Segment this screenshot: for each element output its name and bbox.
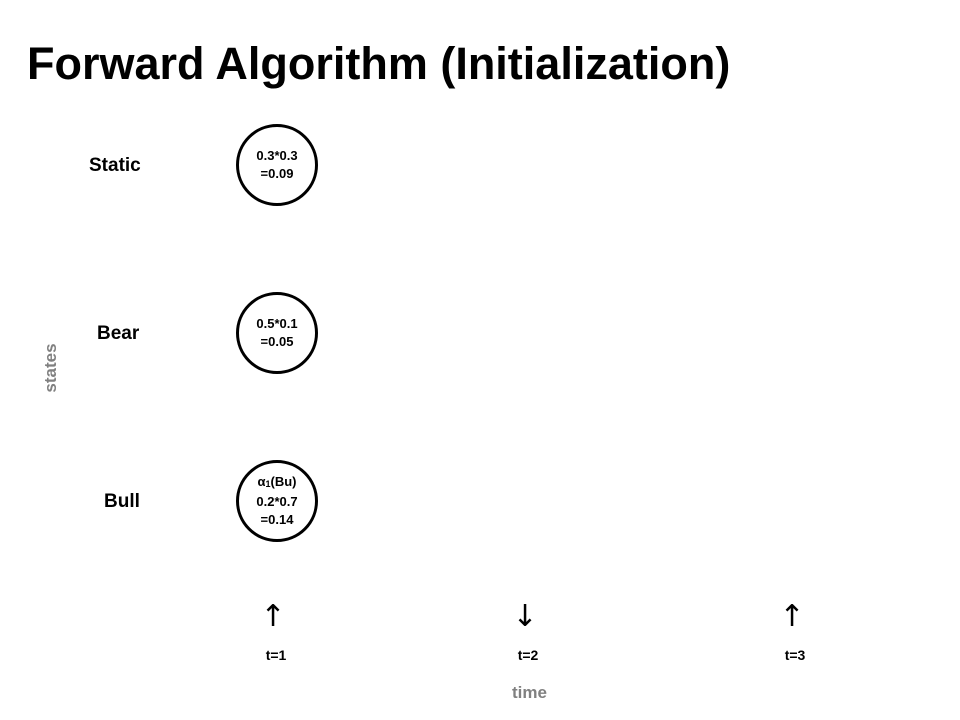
arrow-t2-down-icon: ↓	[512, 599, 538, 634]
state-label-bear: Bear	[97, 323, 140, 344]
slide-title: Forward Algorithm (Initialization)	[27, 38, 731, 89]
state-label-static: Static	[89, 155, 141, 176]
node-bear-t1-expression: 0.5*0.1	[256, 316, 298, 331]
node-static-t1: 0.3*0.3 =0.09	[236, 124, 318, 206]
time-label-t1: t=1	[265, 647, 287, 663]
node-bear-t1-result: =0.05	[260, 334, 294, 349]
node-bull-t1-result: =0.14	[260, 512, 294, 527]
node-static-t1-expression: 0.3*0.3	[256, 148, 298, 163]
arrow-t3-up-icon: ↑	[779, 599, 805, 634]
state-label-bull: Bull	[104, 491, 140, 512]
node-bull-t1-expression: 0.2*0.7	[256, 494, 298, 509]
y-axis-label: states	[41, 343, 60, 393]
arrow-t1-up-icon: ↑	[260, 599, 286, 634]
node-static-t1-result: =0.09	[260, 166, 294, 181]
node-bull-t1-alpha-heading: α1(Bu)	[257, 474, 297, 489]
node-bear-t1: 0.5*0.1 =0.05	[236, 292, 318, 374]
node-bull-t1: α1(Bu) 0.2*0.7 =0.14	[236, 460, 318, 542]
x-axis-label: time	[512, 683, 547, 702]
time-label-t2: t=2	[517, 647, 539, 663]
time-label-t3: t=3	[784, 647, 806, 663]
